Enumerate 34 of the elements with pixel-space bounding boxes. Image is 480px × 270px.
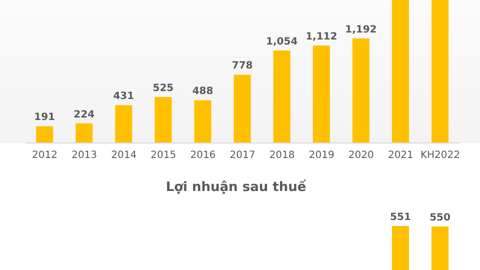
x-tick-label: 2016 — [190, 150, 216, 162]
bar — [76, 123, 93, 143]
x-tick-label: KH2022 — [420, 150, 460, 162]
bar — [154, 96, 172, 143]
data-label: 778 — [232, 60, 253, 72]
x-tick-label: 2020 — [348, 150, 374, 162]
data-label: 1,054 — [266, 36, 298, 48]
x-tick-label: 2015 — [150, 150, 176, 162]
bar — [392, 0, 409, 143]
x-tick-label: 2017 — [230, 150, 256, 162]
data-label: 1,192 — [345, 24, 377, 36]
x-tick-label: 2018 — [269, 150, 295, 162]
x-tick-label: 2014 — [111, 150, 137, 162]
bar — [234, 74, 251, 143]
bar — [194, 100, 212, 143]
data-label: 1,112 — [306, 31, 338, 42]
data-label: 191 — [34, 112, 56, 124]
x-tick-label: 2019 — [308, 150, 334, 162]
data-label: 431 — [113, 91, 134, 102]
bar — [312, 45, 330, 143]
bar — [352, 38, 370, 143]
data-label: 525 — [152, 82, 174, 94]
bar — [115, 105, 132, 143]
x-tick-label: 2021 — [388, 150, 414, 162]
chart-title: Lợi nhuận sau thuế — [164, 178, 308, 197]
bar — [36, 126, 54, 143]
data-label: 488 — [192, 86, 214, 98]
data-label: 551 — [390, 212, 411, 223]
data-label: 224 — [74, 109, 95, 120]
data-label: 550 — [430, 212, 451, 224]
x-tick-label: 2012 — [32, 150, 58, 162]
x-tick-label: 2013 — [72, 150, 98, 162]
bar — [432, 0, 449, 143]
bar — [273, 50, 290, 143]
